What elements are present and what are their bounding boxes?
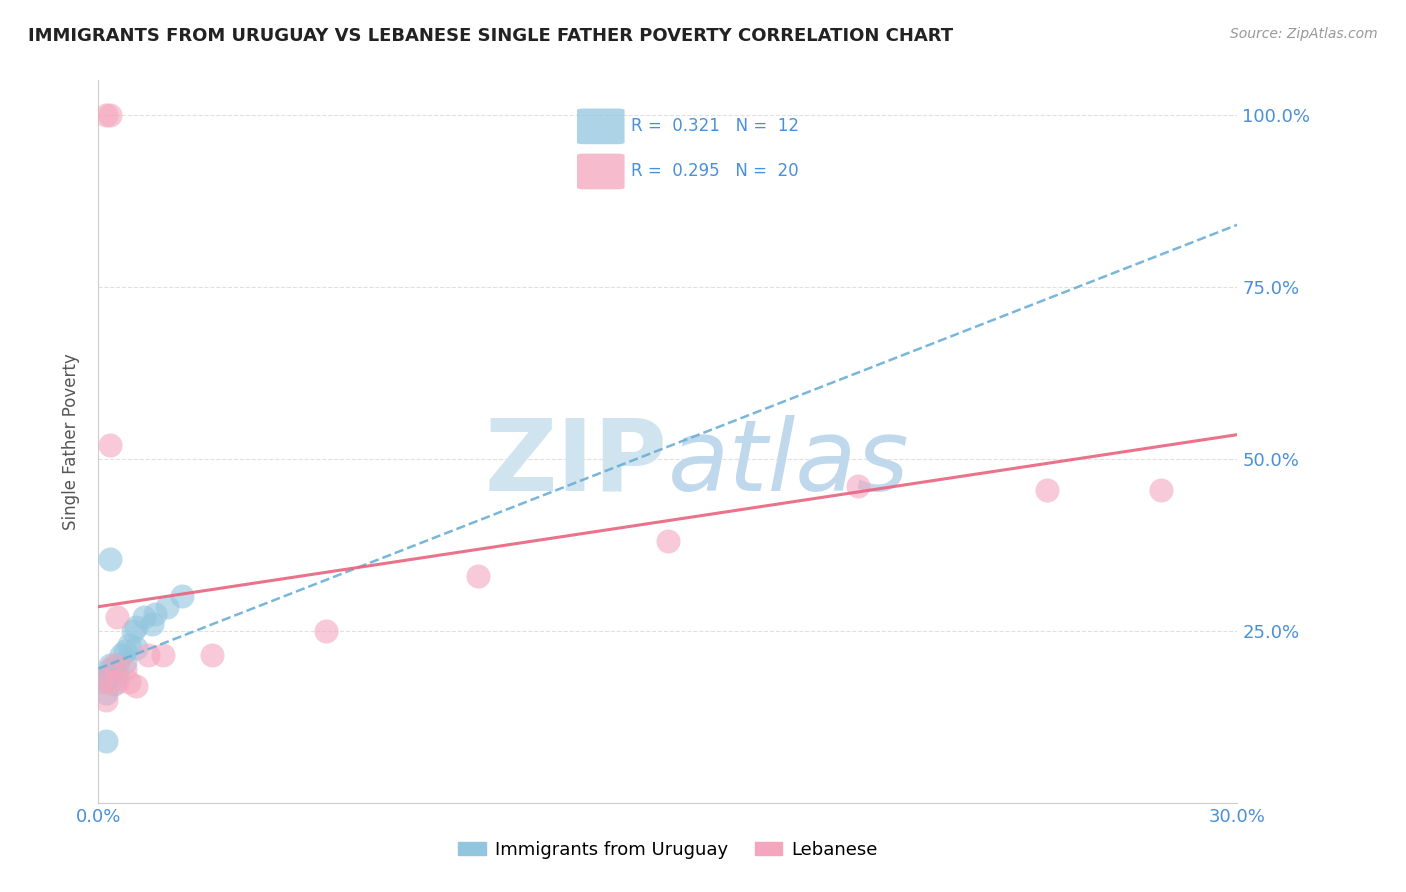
Point xyxy=(107,658,129,673)
Point xyxy=(98,551,121,566)
Point xyxy=(170,590,193,604)
Point xyxy=(132,610,155,624)
Text: atlas: atlas xyxy=(668,415,910,512)
Point xyxy=(98,662,121,676)
Point xyxy=(846,479,869,493)
Point xyxy=(91,675,114,690)
Point xyxy=(94,692,117,706)
Point xyxy=(94,672,117,686)
Point xyxy=(91,672,114,686)
Point xyxy=(94,734,117,748)
Point xyxy=(118,638,141,652)
Point xyxy=(125,679,148,693)
Point xyxy=(98,658,121,673)
Point xyxy=(110,648,132,662)
Point xyxy=(125,640,148,655)
Point xyxy=(121,624,143,638)
Point xyxy=(98,438,121,452)
Text: ZIP: ZIP xyxy=(485,415,668,512)
Point xyxy=(94,686,117,700)
Point xyxy=(98,675,121,690)
Text: Source: ZipAtlas.com: Source: ZipAtlas.com xyxy=(1230,27,1378,41)
Point xyxy=(141,616,163,631)
Point xyxy=(103,658,125,673)
Point xyxy=(118,675,141,690)
Point xyxy=(136,648,159,662)
Point xyxy=(107,668,129,682)
Point xyxy=(315,624,337,638)
Point xyxy=(1150,483,1173,497)
Point xyxy=(657,534,679,549)
Legend: Immigrants from Uruguay, Lebanese: Immigrants from Uruguay, Lebanese xyxy=(451,834,884,866)
Point xyxy=(114,662,136,676)
Point xyxy=(145,607,167,621)
Text: IMMIGRANTS FROM URUGUAY VS LEBANESE SINGLE FATHER POVERTY CORRELATION CHART: IMMIGRANTS FROM URUGUAY VS LEBANESE SING… xyxy=(28,27,953,45)
Point xyxy=(201,648,224,662)
Point xyxy=(1036,483,1059,497)
Point xyxy=(107,675,129,690)
Point xyxy=(114,644,136,658)
Point xyxy=(98,668,121,682)
Point xyxy=(114,655,136,669)
Point xyxy=(98,108,121,122)
Point xyxy=(107,610,129,624)
Point xyxy=(156,599,179,614)
Point xyxy=(152,648,174,662)
Point xyxy=(103,677,125,691)
Point xyxy=(94,108,117,122)
Y-axis label: Single Father Poverty: Single Father Poverty xyxy=(62,353,80,530)
Point xyxy=(467,568,489,582)
Point xyxy=(103,662,125,676)
Point xyxy=(125,620,148,634)
